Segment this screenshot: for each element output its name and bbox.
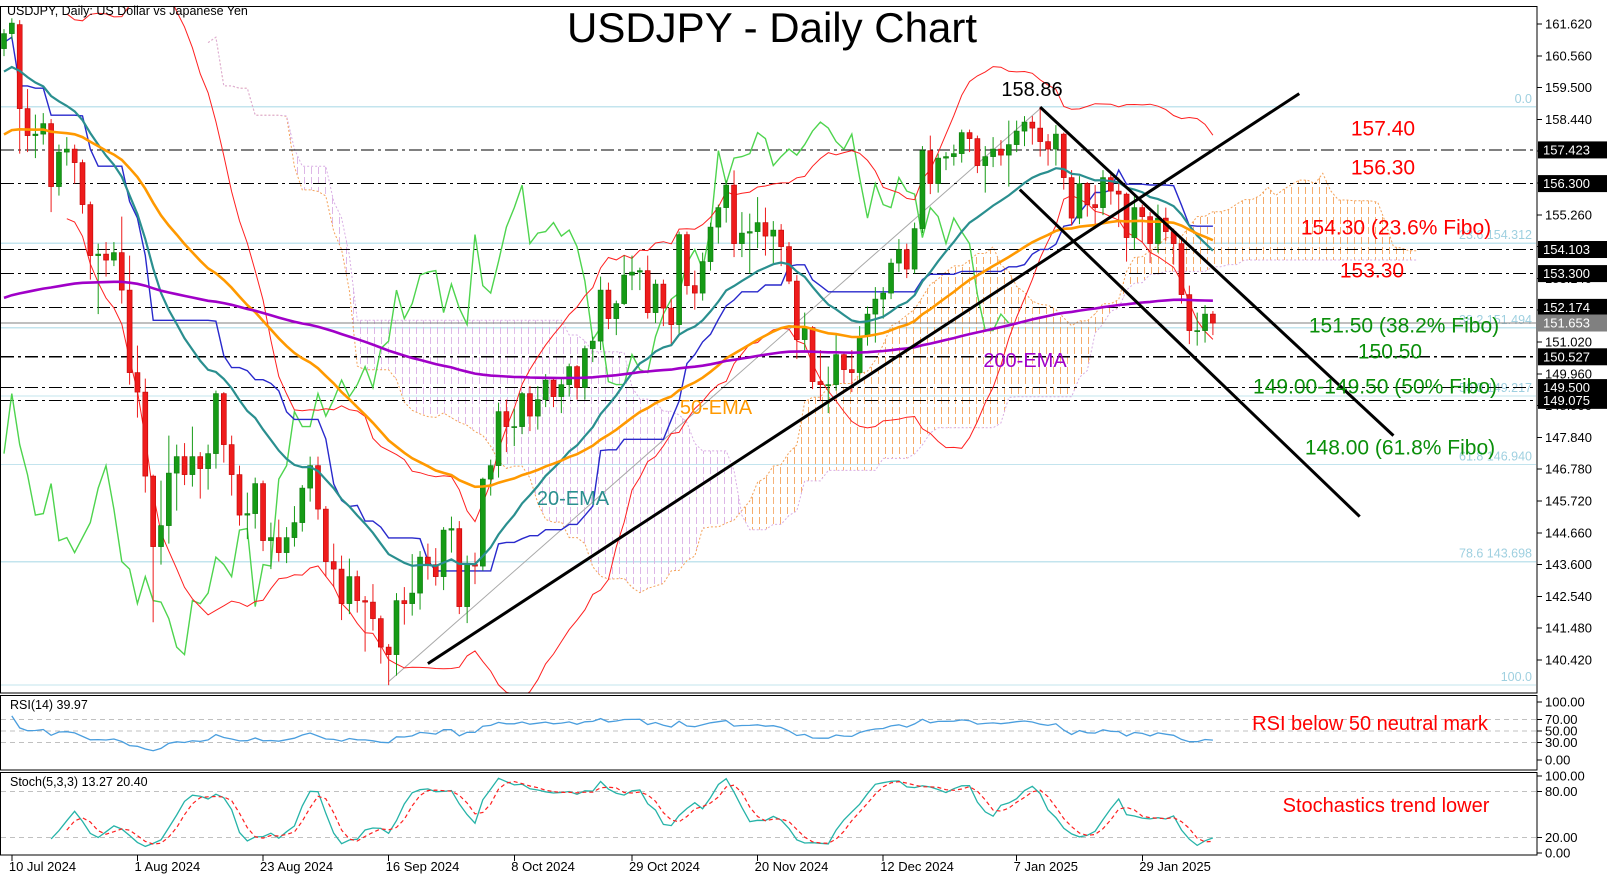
chikou-line (3, 121, 1010, 657)
annotation-resistance-153-30: 153.30 (1339, 259, 1405, 283)
fibo-label-23.6: 23.6 154.312 (1459, 228, 1532, 242)
level-badge-157.423 (1538, 141, 1607, 159)
rsi-line (11, 715, 1213, 752)
rsi-indicator-label: RSI(14) 39.97 (10, 698, 88, 712)
annotation-resistance-154-30-fibo: 154.30 (23.6% Fibo) (1300, 216, 1492, 240)
date-tick: 16 Sep 2024 (386, 859, 460, 874)
price-tick: 147.840 (1545, 430, 1592, 445)
rsi-tick: 50.00 (1545, 724, 1578, 739)
fibo-label-78.6: 78.6 143.698 (1459, 547, 1532, 561)
price-tick: 143.600 (1545, 557, 1592, 572)
date-tick: 7 Jan 2025 (1014, 859, 1078, 874)
date-tick: 29 Jan 2025 (1139, 859, 1211, 874)
stoch-k-line (50, 777, 1214, 848)
kijun-line (3, 35, 1213, 572)
price-tick: 161.620 (1545, 17, 1592, 32)
bollinger-lower (66, 194, 1214, 693)
current-price-badge (1538, 314, 1607, 332)
fibo-label-61.8: 61.8 146.940 (1459, 449, 1532, 463)
stoch-panel-border (0, 772, 1538, 856)
rsi-panel-border (0, 695, 1538, 771)
price-tick: 140.420 (1545, 653, 1592, 668)
uptrend-major (427, 92, 1301, 665)
senkou-a-line (207, 36, 1417, 594)
symbol-label: USDJPY, Daily: US Dollar vs Japanese Yen (7, 4, 248, 18)
stoch-tick: 0.00 (1545, 846, 1570, 861)
date-tick: 20 Nov 2024 (755, 859, 829, 874)
level-badge-149.075 (1538, 391, 1607, 409)
rsi-tick: 0.00 (1545, 753, 1570, 768)
fibo-label-100.0: 100.0 (1501, 670, 1532, 684)
level-badge-152.174 (1538, 298, 1607, 316)
ema50-line (3, 127, 1214, 489)
annotation-rsi-note: RSI below 50 neutral mark (1252, 713, 1488, 735)
svg-text:149.500: 149.500 (1543, 380, 1590, 395)
date-tick: 10 Jul 2024 (9, 859, 76, 874)
price-tick: 151.020 (1545, 335, 1592, 350)
date-tick: 12 Dec 2024 (880, 859, 954, 874)
annotation-support-148-00-fibo: 148.00 (61.8% Fibo) (1304, 436, 1496, 460)
rsi-tick: 30.00 (1545, 735, 1578, 750)
stoch-panel (1, 777, 1536, 848)
svg-text:150.527: 150.527 (1543, 349, 1590, 364)
date-tick: 8 Oct 2024 (511, 859, 575, 874)
stoch-tick: 100.00 (1545, 769, 1585, 784)
price-tick: 159.500 (1545, 80, 1592, 95)
price-tick: 155.260 (1545, 207, 1592, 222)
level-badge-154.103 (1538, 241, 1607, 259)
annotation-support-151-50-fibo: 151.50 (38.2% Fibo) (1308, 314, 1500, 338)
price-tick: 146.780 (1545, 462, 1592, 477)
stoch-d-line (66, 780, 1213, 845)
annotation-peak-price-label: 158.86 (1001, 79, 1063, 101)
annotation-ema50-label: 50-EMA (679, 397, 753, 419)
rsi-panel (1, 715, 1536, 752)
downtrend-from-peak (1039, 106, 1395, 437)
fibo-label-0.0: 0.0 (1515, 92, 1532, 106)
stoch-indicator-label: Stoch(5,3,3) 13.27 20.40 (10, 775, 148, 789)
annotation-support-150-50: 150.50 (1357, 340, 1423, 364)
date-tick: 23 Aug 2024 (260, 859, 333, 874)
level-badge-156.300 (1538, 175, 1607, 193)
uptrend-guide-thin (388, 108, 1041, 682)
rsi-tick: 70.00 (1545, 712, 1578, 727)
price-tick: 160.560 (1545, 48, 1592, 63)
price-tick: 141.480 (1545, 621, 1592, 636)
price-tick: 149.960 (1545, 366, 1592, 381)
annotation-stoch-note: Stochastics trend lower (1282, 795, 1490, 817)
annotation-resistance-156-30: 156.30 (1350, 156, 1416, 180)
annotation-ema20-label: 20-EMA (536, 488, 610, 510)
svg-text:154.103: 154.103 (1543, 242, 1590, 257)
ema200-line (3, 280, 1213, 380)
svg-text:151.653: 151.653 (1543, 316, 1590, 331)
stoch-tick: 80.00 (1545, 784, 1578, 799)
stoch-tick: 20.00 (1545, 830, 1578, 845)
main-panel-border (0, 6, 1538, 694)
price-tick: 144.660 (1545, 525, 1592, 540)
annotation-ema200-label: 200-EMA (983, 350, 1067, 372)
price-tick: 145.720 (1545, 494, 1592, 509)
date-tick: 29 Oct 2024 (629, 859, 700, 874)
annotation-resistance-157-40: 157.40 (1350, 117, 1416, 141)
svg-text:152.174: 152.174 (1543, 300, 1590, 315)
level-badge-153.300 (1538, 265, 1607, 283)
svg-text:156.300: 156.300 (1543, 176, 1590, 191)
price-tick: 142.540 (1545, 589, 1592, 604)
price-tick: 158.440 (1545, 112, 1592, 127)
bollinger-upper (66, 7, 1214, 523)
level-badge-150.527 (1538, 348, 1607, 366)
svg-text:153.300: 153.300 (1543, 266, 1590, 281)
page-title: USDJPY - Daily Chart (567, 4, 977, 51)
price-axis: 161.620160.560159.500158.440157.380156.3… (1537, 17, 1607, 668)
svg-text:149.075: 149.075 (1543, 393, 1590, 408)
downtrend-parallel (1018, 188, 1361, 518)
date-tick: 1 Aug 2024 (134, 859, 200, 874)
rsi-tick: 100.00 (1545, 695, 1585, 710)
senkou-b-line (207, 36, 1417, 531)
svg-text:157.423: 157.423 (1543, 142, 1590, 157)
ema20-line (3, 65, 1214, 568)
annotation-support-149-00-149-50-fibo: 149.00-149.50 (50% Fibo) (1253, 375, 1497, 399)
